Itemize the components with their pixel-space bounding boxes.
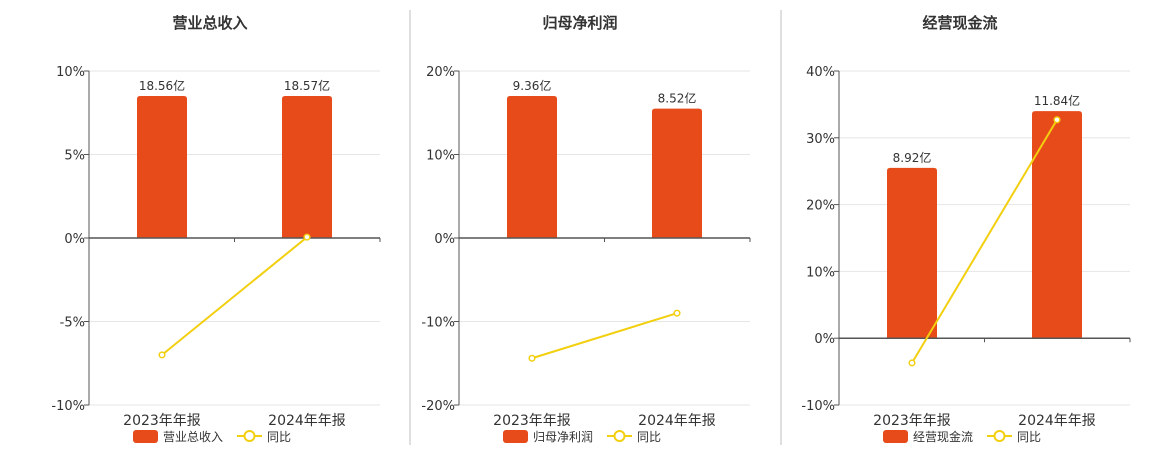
y-tick-label: 10% — [426, 149, 455, 164]
series-line-yoy — [161, 236, 308, 356]
bar — [1032, 111, 1082, 339]
chart-title: 营业总收入 — [172, 14, 247, 32]
y-tick-label: 0% — [434, 232, 455, 247]
y-tick-label: 10% — [56, 65, 85, 80]
legend-line-label: 同比 — [637, 430, 661, 444]
y-tick-label: -10% — [421, 316, 455, 331]
legend-bar-swatch — [133, 430, 158, 443]
x-tick-label: 2023年年报 — [493, 413, 571, 429]
bar — [507, 96, 557, 238]
x-tick-label: 2023年年报 — [873, 413, 951, 429]
bar — [887, 167, 937, 339]
y-tick-label: 20% — [426, 65, 455, 80]
bar-data-label: 9.36亿 — [513, 78, 552, 93]
x-tick-label: 2023年年报 — [123, 413, 201, 429]
legend-bar-label: 经营现金流 — [913, 429, 973, 444]
legend: 营业总收入 同比 — [133, 430, 291, 444]
y-tick-label: -5% — [60, 316, 85, 331]
y-tick-label: 30% — [806, 132, 835, 147]
bar-data-label: 11.84亿 — [1034, 93, 1080, 108]
legend-line-label: 同比 — [1017, 430, 1041, 444]
line-point — [303, 233, 311, 241]
x-tick-label: 2024年年报 — [268, 413, 346, 429]
legend-line-marker — [243, 430, 256, 442]
x-tick-label: 2024年年报 — [1018, 413, 1096, 429]
chart-panel-revenue: 营业总收入 10% 5% 0% -5% -10% 18.56亿 18.57亿 2023年年… — [51, 14, 381, 444]
line-point — [673, 309, 681, 317]
line-point — [528, 354, 536, 362]
y-tick-label: 20% — [806, 199, 835, 214]
bar-data-label: 8.92亿 — [893, 150, 932, 165]
legend-line-label: 同比 — [267, 430, 291, 444]
legend: 归母净利润 同比 — [503, 430, 661, 444]
legend-bar-swatch — [503, 430, 528, 443]
series-line-yoy — [911, 119, 1058, 364]
line-point — [158, 351, 166, 359]
chart-panel-net-profit: 归母净利润 20% 10% 0% -10% -20% 9.36亿 8.52亿 2023年年… — [421, 14, 751, 444]
legend-bar-label: 营业总收入 — [163, 430, 223, 444]
bar-data-label: 18.57亿 — [284, 78, 330, 93]
bar — [137, 96, 187, 238]
x-tick-label: 2024年年报 — [638, 413, 716, 429]
y-tick-label: -10% — [801, 399, 835, 414]
legend-bar-label: 归母净利润 — [533, 430, 593, 444]
bar-data-label: 18.56亿 — [139, 78, 185, 93]
legend-bar-swatch — [883, 430, 908, 443]
y-tick-label: -20% — [421, 399, 455, 414]
legend-line-marker — [613, 430, 626, 442]
y-tick-label: -10% — [51, 399, 85, 414]
y-tick-label: 10% — [806, 265, 835, 280]
legend: 经营现金流 同比 — [883, 429, 1041, 444]
y-tick-label: 0% — [814, 332, 835, 347]
chart-title: 归母净利润 — [542, 14, 617, 32]
bar-data-label: 8.52亿 — [658, 91, 697, 106]
line-point — [1053, 116, 1061, 124]
bar — [652, 108, 702, 238]
chart-panel-operating-cash-flow: 经营现金流 40% 30% 20% 10% 0% -10% 8.92亿 11.84亿 202… — [801, 14, 1131, 444]
y-tick-label: 0% — [64, 232, 85, 247]
bar — [282, 96, 332, 238]
y-tick-label: 5% — [64, 149, 85, 164]
y-tick-label: 40% — [806, 65, 835, 80]
line-point — [908, 359, 916, 367]
legend-line-marker — [993, 430, 1006, 442]
series-line-yoy — [531, 312, 678, 360]
chart-title: 经营现金流 — [922, 14, 997, 32]
